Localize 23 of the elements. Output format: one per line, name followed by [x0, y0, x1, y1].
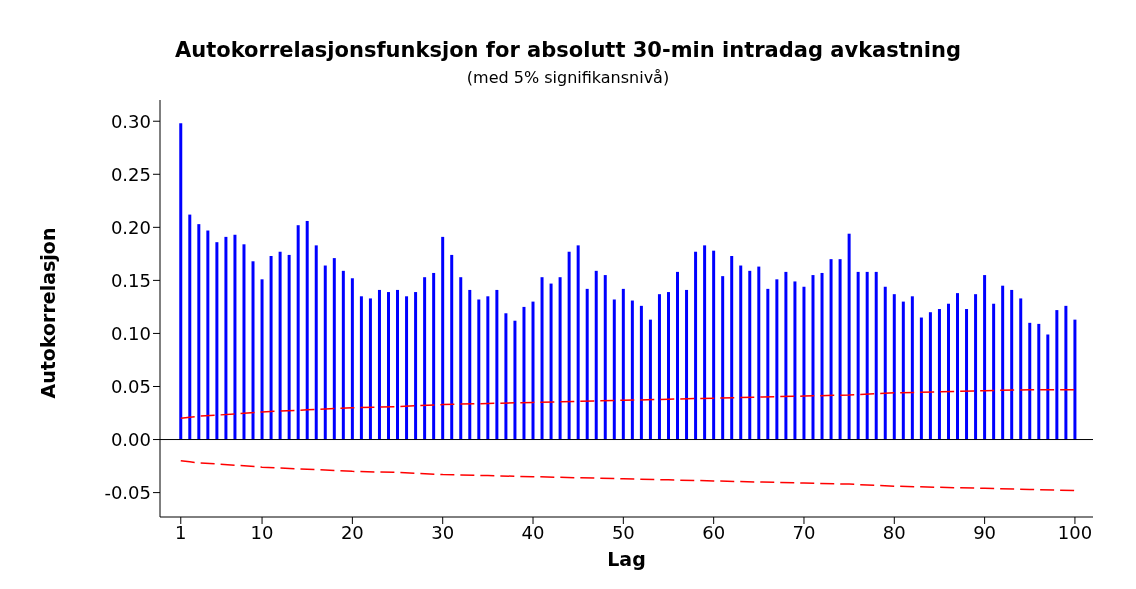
x-tick-label: 60	[702, 521, 726, 543]
chart-title: Autokorrelasjonsfunksjon for absolutt 30-min intradag avkastning	[174, 38, 962, 62]
y-tick-label: 0.30	[110, 110, 151, 132]
x-tick-label: 70	[792, 521, 816, 543]
x-tick-label: 80	[882, 521, 906, 543]
y-tick-label: 0.10	[110, 322, 151, 344]
y-tick-label: -0.05	[104, 481, 151, 503]
y-tick-label: 0.20	[110, 216, 151, 238]
x-tick-label: 40	[521, 521, 545, 543]
y-axis-title: Autokorrelasjon	[37, 227, 59, 399]
chart-subtitle: (med 5% signifikansnivå)	[465, 68, 671, 87]
x-tick-label: 1	[175, 521, 187, 543]
x-tick-label: 50	[611, 521, 635, 543]
y-tick-label: 0.05	[110, 375, 151, 397]
x-axis-title: Lag	[606, 548, 647, 570]
x-tick-label: 20	[340, 521, 364, 543]
x-tick-label: 10	[250, 521, 274, 543]
x-tick-label: 90	[973, 521, 997, 543]
y-tick-label: 0.00	[110, 428, 151, 450]
x-tick-label: 100	[1057, 521, 1093, 543]
x-tick-label: 30	[431, 521, 455, 543]
y-tick-label: 0.15	[110, 269, 151, 291]
y-tick-label: 0.25	[110, 163, 151, 185]
